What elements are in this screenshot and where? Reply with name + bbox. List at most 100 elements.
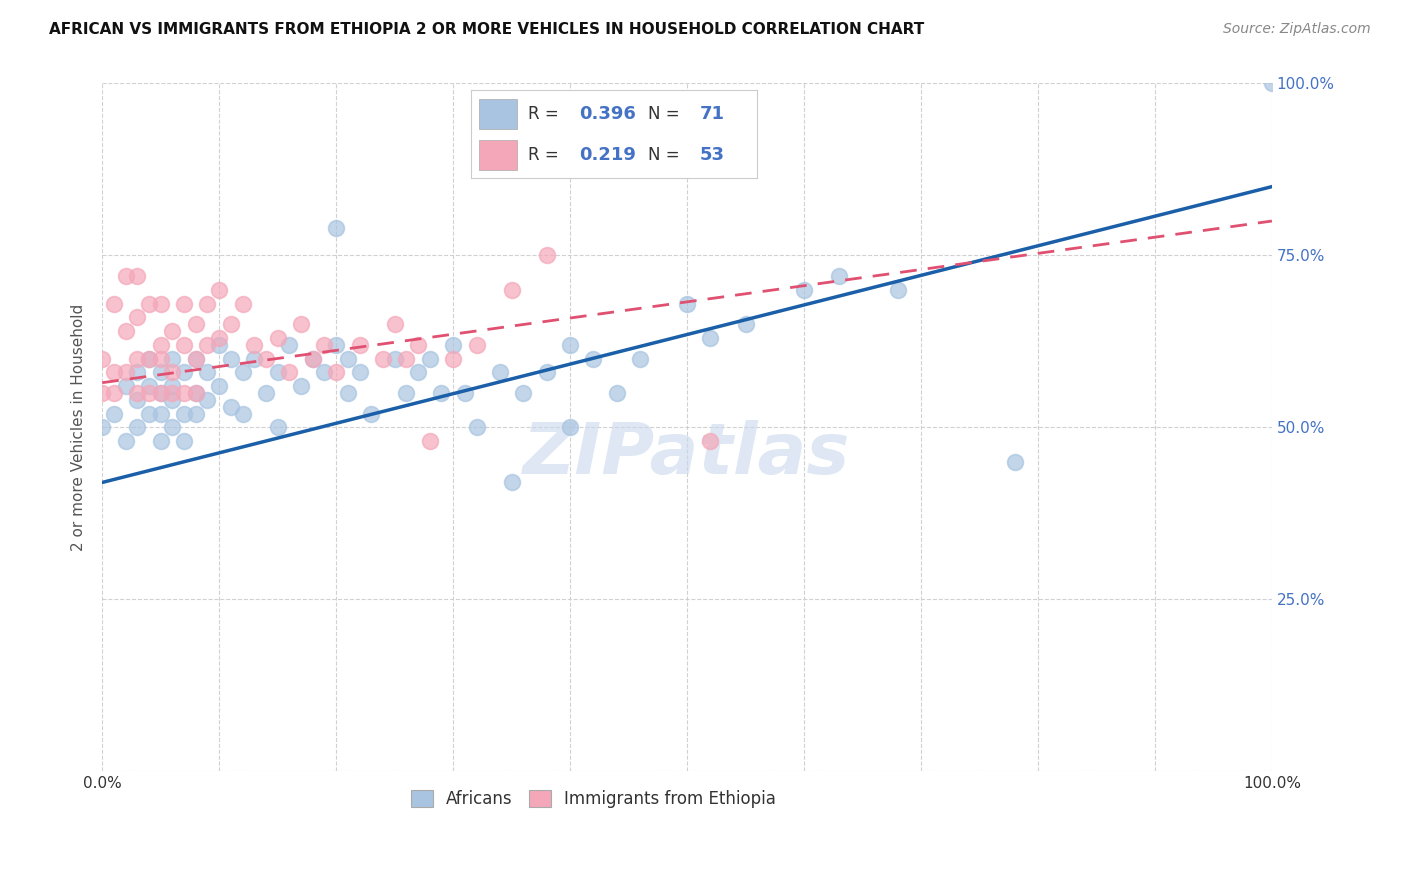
Point xyxy=(734,317,756,331)
Point xyxy=(232,407,254,421)
Point xyxy=(441,338,464,352)
Point xyxy=(406,365,429,379)
Point xyxy=(336,386,359,401)
Point xyxy=(149,386,172,401)
Point xyxy=(536,248,558,262)
Point xyxy=(536,365,558,379)
Point xyxy=(699,434,721,449)
Point xyxy=(243,338,266,352)
Point xyxy=(371,351,394,366)
Point xyxy=(430,386,453,401)
Text: AFRICAN VS IMMIGRANTS FROM ETHIOPIA 2 OR MORE VEHICLES IN HOUSEHOLD CORRELATION : AFRICAN VS IMMIGRANTS FROM ETHIOPIA 2 OR… xyxy=(49,22,925,37)
Point xyxy=(197,392,219,407)
Point xyxy=(103,365,125,379)
Point xyxy=(628,351,651,366)
Point xyxy=(103,386,125,401)
Point xyxy=(184,386,207,401)
Point xyxy=(465,420,488,434)
Point xyxy=(254,351,277,366)
Point xyxy=(266,420,288,434)
Point xyxy=(138,407,160,421)
Point xyxy=(91,351,114,366)
Point xyxy=(325,338,347,352)
Point xyxy=(173,296,195,310)
Point xyxy=(558,420,581,434)
Point xyxy=(114,268,136,283)
Point xyxy=(336,351,359,366)
Point xyxy=(162,365,184,379)
Point xyxy=(465,338,488,352)
Point xyxy=(149,365,172,379)
Point xyxy=(149,434,172,449)
Point xyxy=(419,434,441,449)
Point xyxy=(127,310,149,325)
Point xyxy=(266,331,288,345)
Point xyxy=(208,331,231,345)
Point xyxy=(149,351,172,366)
Point xyxy=(384,317,406,331)
Point xyxy=(219,400,242,414)
Point xyxy=(582,351,605,366)
Point xyxy=(208,379,231,393)
Point xyxy=(349,338,371,352)
Point xyxy=(278,338,301,352)
Point xyxy=(184,351,207,366)
Point xyxy=(162,379,184,393)
Point xyxy=(290,317,312,331)
Point xyxy=(254,386,277,401)
Point xyxy=(127,392,149,407)
Point xyxy=(138,379,160,393)
Point xyxy=(127,268,149,283)
Point xyxy=(558,338,581,352)
Point xyxy=(828,268,851,283)
Point xyxy=(395,351,418,366)
Point xyxy=(127,420,149,434)
Point xyxy=(219,317,242,331)
Point xyxy=(349,365,371,379)
Point xyxy=(138,351,160,366)
Point xyxy=(103,407,125,421)
Point xyxy=(441,351,464,366)
Point xyxy=(301,351,323,366)
Point xyxy=(197,338,219,352)
Point xyxy=(266,365,288,379)
Point xyxy=(232,296,254,310)
Point xyxy=(184,386,207,401)
Point xyxy=(454,386,477,401)
Point xyxy=(162,420,184,434)
Point xyxy=(406,338,429,352)
Point xyxy=(149,407,172,421)
Point xyxy=(138,386,160,401)
Point xyxy=(197,296,219,310)
Point xyxy=(1004,455,1026,469)
Point xyxy=(184,317,207,331)
Point xyxy=(173,386,195,401)
Point xyxy=(395,386,418,401)
Point xyxy=(419,351,441,366)
Point xyxy=(232,365,254,379)
Point xyxy=(173,407,195,421)
Point xyxy=(127,351,149,366)
Point xyxy=(91,420,114,434)
Point xyxy=(138,296,160,310)
Point xyxy=(162,324,184,338)
Point xyxy=(114,365,136,379)
Point xyxy=(243,351,266,366)
Point xyxy=(114,379,136,393)
Point xyxy=(676,296,699,310)
Legend: Africans, Immigrants from Ethiopia: Africans, Immigrants from Ethiopia xyxy=(405,783,783,814)
Point xyxy=(127,386,149,401)
Point xyxy=(184,351,207,366)
Point xyxy=(162,351,184,366)
Point xyxy=(512,386,534,401)
Point xyxy=(793,283,815,297)
Point xyxy=(501,475,523,490)
Point xyxy=(173,338,195,352)
Point xyxy=(91,386,114,401)
Point xyxy=(162,392,184,407)
Text: ZIPatlas: ZIPatlas xyxy=(523,420,851,490)
Point xyxy=(184,407,207,421)
Point xyxy=(325,365,347,379)
Point xyxy=(173,365,195,379)
Point xyxy=(501,283,523,297)
